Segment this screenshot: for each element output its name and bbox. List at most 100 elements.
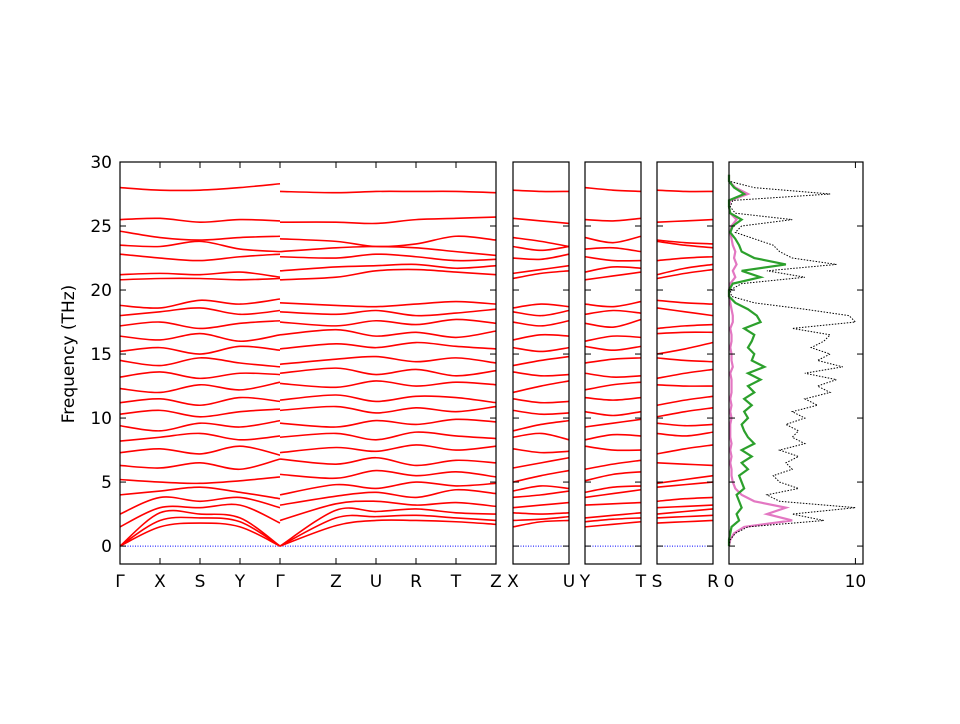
y-tick-label: 10 bbox=[90, 409, 112, 429]
band-line bbox=[512, 236, 570, 248]
band-line bbox=[279, 488, 497, 506]
band-line bbox=[584, 345, 642, 351]
band-line bbox=[656, 240, 714, 249]
band-line bbox=[119, 332, 281, 343]
band-line bbox=[656, 368, 714, 380]
band-line bbox=[512, 355, 570, 367]
axes-frame bbox=[584, 161, 642, 565]
axes-frame bbox=[119, 161, 497, 565]
y-tick-label: 0 bbox=[101, 537, 112, 557]
band-line bbox=[584, 235, 642, 244]
x-tick-label: Z bbox=[330, 572, 342, 592]
band-line bbox=[584, 271, 642, 281]
band-line bbox=[512, 432, 570, 441]
band-line bbox=[279, 507, 497, 547]
band-line bbox=[584, 217, 642, 222]
band-line bbox=[656, 383, 714, 387]
band-line bbox=[584, 255, 642, 262]
band-line bbox=[584, 410, 642, 417]
band-line bbox=[512, 409, 570, 416]
band-line bbox=[119, 522, 281, 547]
band-line bbox=[656, 496, 714, 503]
band-line bbox=[119, 253, 281, 262]
band-line bbox=[584, 511, 642, 519]
band-line bbox=[279, 456, 497, 467]
band-line bbox=[512, 519, 570, 528]
band-line bbox=[656, 422, 714, 427]
band-line bbox=[119, 271, 281, 279]
band-line bbox=[584, 300, 642, 308]
band-line bbox=[656, 481, 714, 488]
band-line bbox=[512, 469, 570, 483]
band-line bbox=[656, 341, 714, 355]
band-line bbox=[656, 504, 714, 509]
y-axis-label: Frequency (THz) bbox=[59, 285, 79, 424]
band-line bbox=[279, 216, 497, 225]
band-line bbox=[512, 515, 570, 522]
band-line bbox=[119, 307, 281, 317]
band-line bbox=[656, 189, 714, 193]
x-tick-label: 0 bbox=[724, 572, 735, 592]
axes-frame bbox=[728, 161, 864, 565]
axes-frame bbox=[512, 161, 570, 565]
x-tick-label: Y bbox=[579, 572, 591, 592]
band-line bbox=[656, 519, 714, 524]
band-line bbox=[656, 444, 714, 455]
band-line bbox=[119, 357, 281, 368]
axes-frame bbox=[656, 161, 714, 565]
band-line bbox=[656, 474, 714, 485]
band-line bbox=[279, 355, 497, 366]
band-line bbox=[119, 476, 281, 485]
band-line bbox=[119, 408, 281, 418]
band-line bbox=[656, 255, 714, 262]
y-tick-label: 30 bbox=[90, 153, 112, 173]
band-line bbox=[512, 485, 570, 492]
band-line bbox=[119, 432, 281, 442]
y-tick-label: 15 bbox=[90, 345, 112, 365]
band-line bbox=[119, 217, 281, 223]
band-line bbox=[279, 341, 497, 350]
band-line bbox=[656, 268, 714, 280]
band-line bbox=[584, 246, 642, 253]
band-line bbox=[279, 481, 497, 496]
band-line bbox=[584, 485, 642, 494]
band-line bbox=[119, 345, 281, 355]
band-line bbox=[119, 445, 281, 456]
x-tick-label: Z bbox=[490, 572, 502, 592]
band-line bbox=[119, 230, 281, 241]
y-tick-label: 25 bbox=[90, 217, 112, 237]
band-line bbox=[512, 303, 570, 309]
band-line bbox=[656, 431, 714, 437]
band-line bbox=[656, 239, 714, 245]
band-line bbox=[119, 240, 281, 253]
band-line bbox=[584, 372, 642, 378]
x-tick-label: Γ bbox=[115, 572, 125, 592]
band-line bbox=[512, 447, 570, 454]
x-tick-label: T bbox=[635, 572, 647, 592]
band-line bbox=[119, 371, 281, 380]
band-line bbox=[279, 519, 497, 547]
dos-line bbox=[727, 174, 787, 547]
band-line bbox=[512, 419, 570, 432]
x-tick-label: R bbox=[410, 572, 422, 592]
band-line bbox=[584, 459, 642, 471]
band-line bbox=[119, 298, 281, 309]
x-tick-label: U bbox=[563, 572, 575, 592]
band-line bbox=[512, 333, 570, 341]
dos-line bbox=[728, 174, 857, 547]
x-tick-label: R bbox=[707, 572, 719, 592]
x-tick-label: T bbox=[450, 572, 462, 592]
band-line bbox=[512, 398, 570, 404]
band-line bbox=[656, 407, 714, 418]
band-line bbox=[584, 433, 642, 441]
band-line bbox=[584, 488, 642, 499]
band-line bbox=[512, 371, 570, 377]
band-line bbox=[512, 490, 570, 499]
band-line bbox=[279, 308, 497, 317]
dos-line bbox=[727, 174, 793, 547]
band-line bbox=[584, 381, 642, 391]
band-line bbox=[279, 235, 497, 248]
band-line bbox=[119, 458, 281, 471]
band-line bbox=[584, 309, 642, 316]
